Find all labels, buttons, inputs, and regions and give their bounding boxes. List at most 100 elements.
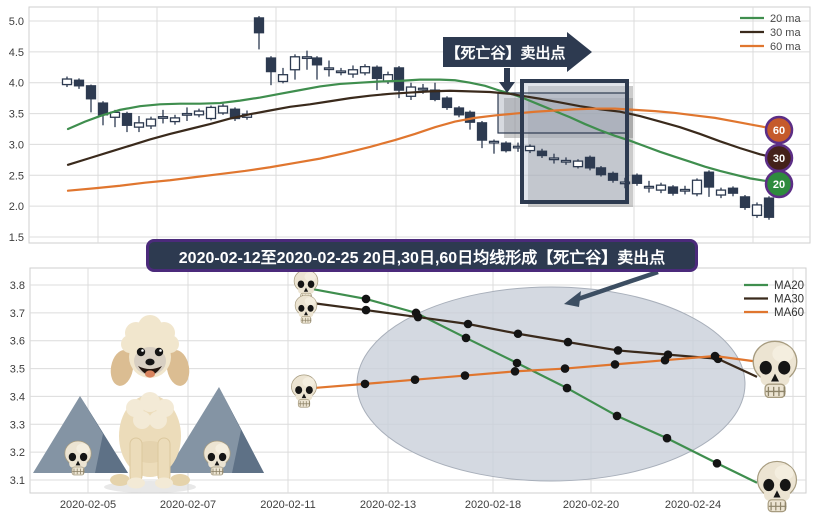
candle-body <box>655 184 667 191</box>
skull-shine <box>76 443 90 454</box>
data-point-MA30 <box>413 312 423 322</box>
candle-body <box>500 142 512 152</box>
legend-label: 60 ma <box>770 41 801 53</box>
candle-body <box>715 189 727 196</box>
data-point-MA20 <box>361 294 371 304</box>
skull-eye-right <box>779 478 791 492</box>
skull-shine <box>215 443 229 454</box>
skull-nose <box>301 393 307 399</box>
data-point-MA60 <box>660 355 670 365</box>
candle-body <box>631 174 643 184</box>
data-point-MA20 <box>461 333 471 343</box>
dog-front-leg-left <box>129 437 143 483</box>
skull-eye-right <box>778 360 791 375</box>
skull-shine <box>772 345 794 363</box>
ma-badge-20 <box>764 169 794 199</box>
top-chart: 5.0 4.5 4.0 3.5 3.0 2.5 2.0 1.5 60 30 20 20 ma 30 ma… <box>9 6 811 244</box>
candle-body <box>73 79 85 87</box>
data-point-MA20 <box>512 358 522 368</box>
skull-eye-right <box>307 280 315 288</box>
legend-label: MA60 <box>774 307 804 319</box>
dog-tongue <box>145 370 155 378</box>
candle-body <box>560 159 572 163</box>
caption-arrow-shaft <box>577 269 659 302</box>
dog-eye-left <box>136 347 146 357</box>
ma-badge-label: 20 <box>773 179 785 191</box>
top-y-tick-label: 1.5 <box>9 232 24 244</box>
legend-label: 20 ma <box>770 13 801 25</box>
data-point-MA30 <box>513 329 523 339</box>
data-point-MA60 <box>360 379 370 389</box>
skull-eye-right <box>307 304 314 312</box>
data-point-MA20 <box>562 383 572 393</box>
dog-eye-glint-left <box>141 349 144 352</box>
skull-shine <box>774 464 794 481</box>
x-tick-label: 2020-02-20 <box>563 499 619 511</box>
dog-eye-right <box>154 347 164 357</box>
skull-ma60-start-icon <box>291 374 317 408</box>
candle-body <box>393 67 405 91</box>
bottom-ma-line-MA30 <box>312 302 758 378</box>
dog-paw-left <box>127 477 145 489</box>
top-y-tick-label: 2.5 <box>9 170 24 182</box>
poodle-dog-illustration <box>104 315 196 493</box>
candle-body <box>727 187 739 194</box>
candle-body <box>253 17 265 34</box>
candle-body <box>488 140 500 144</box>
ma-badges: 60 30 20 <box>764 115 794 199</box>
dog-paw-right <box>155 477 173 489</box>
x-tick-label: 2020-02-05 <box>60 499 116 511</box>
data-point-MA60 <box>510 367 520 376</box>
x-tick-label: 2020-02-24 <box>665 499 721 511</box>
dog-ear-left <box>110 350 134 386</box>
caption-label: 2020-02-12至2020-02-25 20日,30日,60日均线形成【死亡… <box>178 249 666 267</box>
skull-eye-right <box>79 452 88 462</box>
skull-nose <box>773 490 781 498</box>
dog-chest-fluff <box>149 411 167 429</box>
top-ma-line-20ma <box>66 78 780 185</box>
candle-body <box>217 105 229 114</box>
candle-body <box>289 56 301 71</box>
mountains <box>33 387 264 476</box>
skull-eye-left <box>297 280 305 288</box>
candle-body <box>691 179 703 195</box>
skull-jaw <box>767 499 787 513</box>
candle-body <box>301 56 313 60</box>
skull-nose <box>304 311 308 316</box>
skull-eye-left <box>207 452 216 462</box>
data-point-MA60 <box>560 364 570 373</box>
bottom-chart: 3.8 3.7 3.6 3.5 3.4 3.3 3.2 3.1 2020-02-05 2020-0… <box>10 267 807 513</box>
data-point-MA60 <box>710 351 720 361</box>
candle-body <box>476 122 488 141</box>
skull-ma30-ma60-end-icon <box>752 340 798 399</box>
mountain-right-shade <box>219 387 264 473</box>
dog-chest-fluff <box>140 392 160 412</box>
mountain-left-shade <box>80 396 128 473</box>
skull-mountain-left-icon <box>64 440 92 476</box>
ma-badge-label: 30 <box>773 153 785 165</box>
thick-box-fill <box>522 81 627 202</box>
candle-body <box>548 157 560 161</box>
data-point-MA20 <box>612 411 622 421</box>
dog-ear-right <box>166 350 190 386</box>
candle-body <box>667 186 679 194</box>
death-valley-highlight-boxes <box>497 81 633 207</box>
candle-body <box>121 112 133 126</box>
candle-body <box>347 69 359 75</box>
candle-body <box>524 145 536 152</box>
caption-banner: 2020-02-12至2020-02-25 20日,30日,60日均线形成【死亡… <box>146 239 698 272</box>
skull-nose <box>214 460 220 466</box>
bottom-y-tick-label: 3.8 <box>10 280 25 292</box>
candle-body <box>359 66 371 74</box>
skull-eye-right <box>305 386 313 395</box>
data-point-MA60 <box>610 360 620 369</box>
candle-body <box>751 204 763 217</box>
candle-body <box>417 87 429 91</box>
candle-body <box>763 197 775 218</box>
skull-eye-left <box>295 386 303 395</box>
bottom-y-tick-label: 3.5 <box>10 364 25 376</box>
skull-nose <box>303 287 309 292</box>
